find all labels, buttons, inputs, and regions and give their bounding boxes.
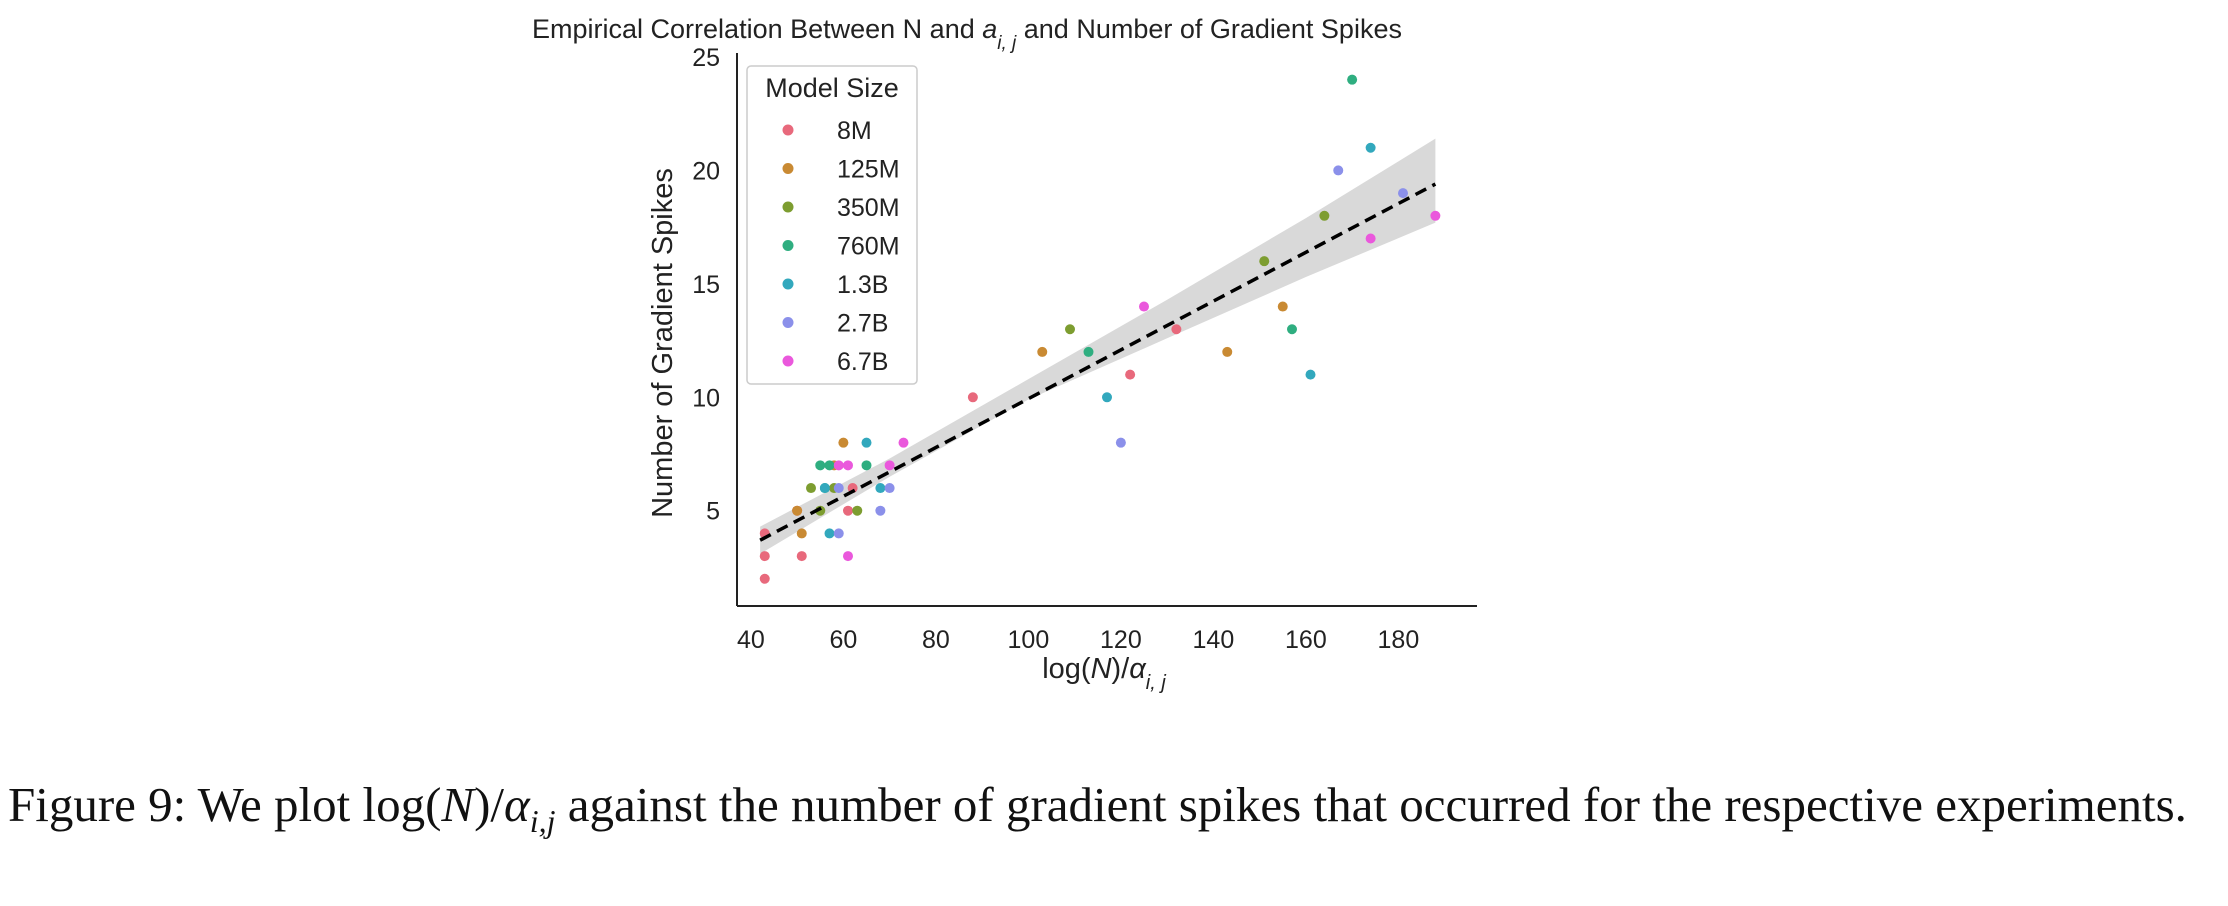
data-point-125m	[1277, 301, 1288, 312]
x-tick-label: 80	[922, 626, 950, 654]
data-point-125m	[796, 528, 807, 539]
y-tick-label: 10	[692, 384, 720, 412]
data-point-6.7b	[1430, 210, 1441, 221]
legend-marker-760m	[782, 240, 794, 251]
data-point-350m	[1065, 324, 1075, 335]
data-point-350m	[1319, 210, 1330, 221]
y-tick-label: 20	[692, 157, 720, 185]
caption-suffix: against the number of gradient spikes th…	[555, 777, 2187, 832]
x-tick-label: 40	[737, 626, 765, 654]
legend-label-350m: 350M	[837, 194, 900, 222]
regression-line	[759, 182, 1437, 542]
data-point-2.7b	[875, 505, 886, 516]
legend-title: Model Size	[765, 73, 899, 103]
data-point-6.7b	[843, 551, 853, 562]
data-point-1.3b	[824, 528, 835, 539]
data-point-2.7b	[1333, 165, 1344, 176]
data-point-6.7b	[843, 460, 853, 471]
data-point-1.3b	[861, 437, 872, 448]
data-point-760m	[1083, 346, 1094, 357]
x-tick-label: 60	[829, 626, 857, 654]
data-point-6.7b	[898, 437, 909, 448]
data-point-2.7b	[833, 483, 844, 494]
data-point-760m	[861, 460, 872, 471]
data-point-6.7b	[884, 460, 895, 471]
data-point-1.3b	[875, 483, 886, 494]
data-point-1.3b	[1102, 392, 1112, 403]
data-point-8m	[843, 505, 853, 516]
data-point-2.7b	[1398, 188, 1408, 199]
figure-caption: Figure 9: We plot log(N)/αi,j against th…	[8, 775, 2223, 851]
data-point-8m	[1125, 369, 1136, 380]
caption-prefix: Figure 9: We plot	[8, 777, 363, 832]
data-point-350m	[1259, 256, 1270, 267]
legend-label-125m: 125M	[837, 156, 900, 184]
data-point-125m	[792, 505, 803, 516]
legend-marker-2.7b	[782, 317, 794, 328]
data-point-1.3b	[1305, 369, 1316, 380]
data-point-8m	[1171, 324, 1182, 335]
legend-label-760m: 760M	[837, 233, 900, 261]
x-tick-label: 180	[1378, 626, 1420, 654]
data-point-6.7b	[833, 460, 844, 471]
legend-marker-1.3b	[782, 278, 794, 290]
data-point-760m	[1287, 324, 1297, 335]
data-point-1.3b	[1365, 142, 1376, 153]
legend-box	[746, 65, 918, 385]
y-tick-label: 25	[692, 44, 720, 72]
caption-math: log(N)/αi,j	[362, 777, 556, 839]
data-point-125m	[838, 437, 849, 448]
data-point-760m	[815, 460, 826, 471]
data-point-8m	[759, 573, 770, 584]
data-point-6.7b	[1365, 233, 1376, 244]
data-point-8m	[967, 392, 978, 403]
chart-title: Empirical Correlation Between N and ai, …	[532, 14, 1402, 54]
y-tick-label: 5	[706, 498, 720, 526]
data-point-2.7b	[1115, 437, 1126, 448]
data-point-760m	[1347, 74, 1358, 85]
legend-marker-350m	[782, 201, 794, 213]
legend-label-1.3b: 1.3B	[837, 271, 888, 299]
legend-label-2.7b: 2.7B	[837, 310, 888, 338]
legend-marker-125m	[782, 163, 794, 174]
data-point-2.7b	[833, 528, 844, 539]
data-point-350m	[852, 505, 863, 516]
plot-area: 40 60 80 100 120 140 160 180 5 10 15 20 25	[692, 44, 1477, 654]
x-tick-label: 160	[1285, 626, 1327, 654]
data-point-125m	[1037, 346, 1048, 357]
legend-marker-6.7b	[782, 355, 794, 367]
data-point-1.3b	[819, 483, 830, 494]
data-point-350m	[806, 483, 816, 494]
data-point-6.7b	[1139, 301, 1149, 312]
data-point-8m	[796, 551, 807, 562]
legend-label-8m: 8M	[837, 117, 872, 145]
y-tick-label: 15	[692, 271, 720, 299]
legend-marker-8m	[782, 124, 794, 136]
figure: Empirical Correlation Between N and ai, …	[532, 14, 1477, 694]
x-tick-label: 100	[1008, 626, 1050, 654]
x-tick-label: 140	[1193, 626, 1235, 654]
data-point-8m	[847, 483, 858, 494]
x-tick-label: 120	[1100, 626, 1142, 654]
data-point-125m	[1222, 346, 1233, 357]
data-point-8m	[759, 551, 770, 562]
legend: Model Size 8M 125M 350M 760M 1.3B 2.7B 6.7B	[746, 65, 918, 385]
x-axis-label: log(N)/αi, j	[1042, 653, 1166, 694]
y-axis-label: Number of Gradient Spikes	[647, 168, 679, 518]
data-point-760m	[824, 460, 835, 471]
data-point-2.7b	[884, 483, 895, 494]
legend-label-6.7b: 6.7B	[837, 348, 888, 376]
